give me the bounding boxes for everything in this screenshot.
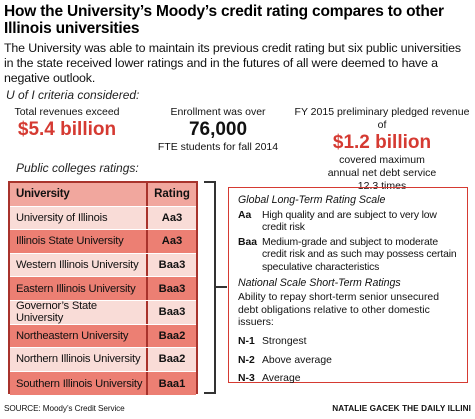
short-term-desc: Above average: [262, 354, 332, 366]
short-term-desc: Strongest: [262, 335, 307, 347]
stat-pledged-top: FY 2015 preliminary pledged revenue of: [294, 106, 470, 131]
table-row: Illinois State University Aa3: [10, 230, 196, 254]
table-cell-university: Western Illinois University: [16, 259, 139, 272]
short-term-heading: National Scale Short-Term Ratings: [238, 276, 401, 289]
table-cell-rating: Baa2: [146, 348, 196, 371]
short-term-def: N-2 Above average: [238, 355, 461, 368]
criteria-label: U of I criteria considered:: [6, 88, 140, 102]
table-cell-university: University of Illinois: [16, 211, 108, 224]
stat-enrollment: Enrollment was over 76,000 FTE students …: [148, 106, 288, 154]
short-term-code: N-1: [238, 335, 255, 347]
table-cell-rating: Baa3: [146, 253, 196, 277]
long-term-def: Baa Medium-grade and subject to moderate…: [238, 237, 461, 275]
table-row: Northeastern University Baa2: [10, 324, 196, 349]
short-term-code: N-2: [238, 354, 255, 366]
table-cell-university: Eastern Illinois University: [16, 282, 136, 295]
bracket-connector: [204, 181, 216, 394]
short-term-intro: Ability to repay short-term senior unsec…: [238, 292, 439, 329]
table-row: Northern Illinois University Baa2: [10, 348, 196, 372]
byline-credit: NATALIE GACEK THE DAILY ILLINI: [332, 404, 471, 413]
stat-revenue-value: $5.4 billion: [17, 119, 117, 140]
table-cell-university: Northeastern University: [16, 329, 129, 342]
table-cell-university: Southern Illinois University: [16, 377, 143, 390]
bracket-stem: [216, 286, 227, 288]
stat-enrollment-value: 76,000: [188, 119, 248, 140]
long-term-desc: Medium-grade and subject to moderate cre…: [262, 236, 457, 273]
table-cell-rating: Baa3: [146, 300, 196, 324]
table-cell-university: Northern Illinois University: [16, 353, 141, 366]
short-term-def: N-1 Strongest: [238, 336, 461, 349]
table-cell-rating: Aa3: [146, 206, 196, 230]
table-cell-rating: Aa3: [146, 230, 196, 253]
table-cell-university: Illinois State University: [16, 235, 124, 248]
source-credit: SOURCE: Moody’s Credit Service: [4, 404, 125, 413]
header-university: University: [16, 188, 70, 201]
stat-revenue: Total revenues exceed $5.4 billion: [2, 106, 132, 141]
long-term-code: Baa: [238, 236, 258, 248]
short-term-code: N-3: [238, 373, 255, 385]
stat-pledged-value: $1.2 billion: [332, 132, 432, 153]
table-row: Southern Illinois University Baa1: [10, 371, 196, 396]
long-term-heading: Global Long-Term Rating Scale: [238, 194, 386, 206]
graphic-title: How the University’s Moody’s credit rati…: [4, 3, 444, 37]
stat-pledged-bottom: covered maximum annual net debt service …: [327, 154, 437, 192]
stat-revenue-top: Total revenues exceed: [14, 106, 120, 118]
long-term-def: Aa High quality and are subject to very …: [238, 210, 461, 235]
short-term-desc: Average: [262, 373, 301, 385]
graphic-dek: The University was able to maintain its …: [4, 41, 461, 85]
table-row: Governor’s State University Baa3: [10, 300, 196, 325]
header-rating: Rating: [146, 183, 196, 206]
table-row: Eastern Illinois University Baa3: [10, 277, 196, 301]
stat-enrollment-top: Enrollment was over: [170, 106, 266, 118]
table-cell-rating: Baa3: [146, 277, 196, 300]
table-row: University of Illinois Aa3: [10, 206, 196, 231]
stat-enrollment-bottom: FTE students for fall 2014: [157, 141, 279, 153]
colleges-label: Public colleges ratings:: [16, 161, 139, 175]
table-cell-rating: Baa2: [146, 324, 196, 348]
table-row: Western Illinois University Baa3: [10, 253, 196, 278]
table-header-row: University Rating: [10, 183, 196, 207]
long-term-code: Aa: [238, 209, 252, 221]
rating-scale-box: Global Long-Term Rating Scale Aa High qu…: [228, 187, 468, 386]
table-cell-university: Governor’s State University: [16, 300, 97, 325]
table-cell-rating: Baa1: [146, 371, 196, 396]
stat-pledged-revenue: FY 2015 preliminary pledged revenue of $…: [292, 106, 472, 193]
short-term-def: N-3 Average: [238, 373, 461, 386]
ratings-table: University Rating University of Illinois…: [8, 181, 198, 396]
long-term-desc: High quality and are subject to very low…: [262, 209, 437, 234]
